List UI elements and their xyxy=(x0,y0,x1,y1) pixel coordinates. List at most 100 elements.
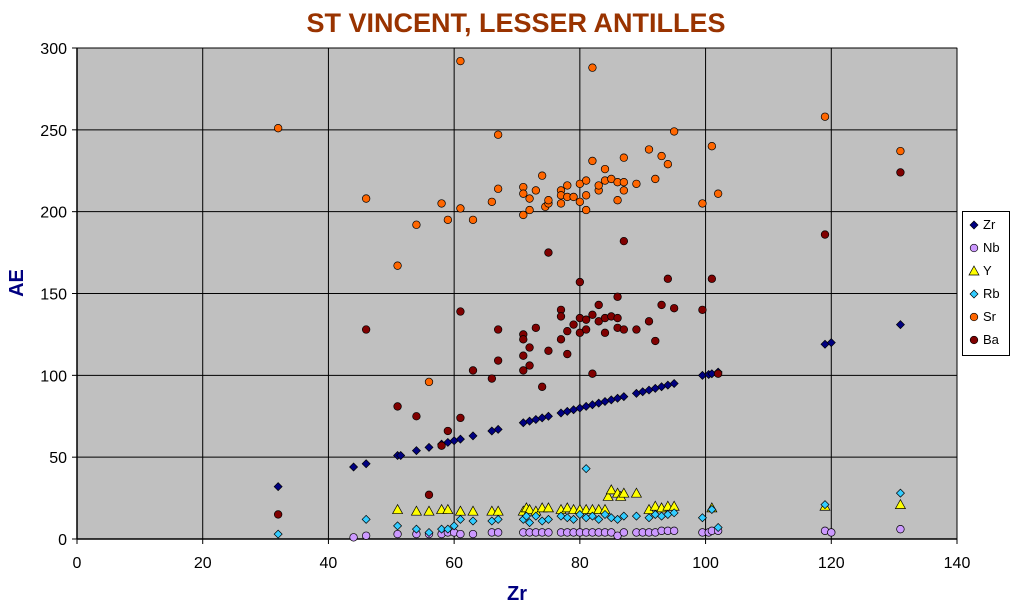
legend-item-zr: Zr xyxy=(963,216,1009,234)
sr-point xyxy=(273,124,283,133)
sr-point xyxy=(663,160,673,169)
legend-symbol xyxy=(969,289,979,299)
rb-point xyxy=(411,524,421,534)
x-tick-label: 0 xyxy=(73,555,82,572)
y-point xyxy=(605,484,617,495)
rb-point xyxy=(594,514,604,524)
sr-point xyxy=(493,184,503,193)
rb-point xyxy=(613,514,623,524)
legend-marker-circle xyxy=(969,335,979,345)
ba-point xyxy=(468,366,478,375)
rb-point xyxy=(631,511,641,521)
y-point xyxy=(442,503,454,514)
rb-point xyxy=(393,521,403,531)
rb-point xyxy=(273,529,283,539)
ba-point xyxy=(657,300,666,310)
rb-point xyxy=(713,523,723,533)
ba-point xyxy=(563,326,572,336)
zr-point xyxy=(493,424,503,434)
ba-point xyxy=(669,304,679,313)
ba-point xyxy=(563,349,572,359)
nb-point xyxy=(456,529,465,539)
nb-point xyxy=(361,531,371,540)
ba-point xyxy=(412,412,421,421)
sr-point xyxy=(581,205,591,215)
ba-point xyxy=(544,248,553,257)
x-tick-label: 20 xyxy=(194,555,212,572)
series-rb xyxy=(273,464,905,539)
series-zr xyxy=(273,320,905,492)
zr-point xyxy=(895,320,905,330)
sr-point xyxy=(619,186,629,195)
ba-point xyxy=(525,343,534,352)
sr-point xyxy=(393,261,402,270)
ba-point xyxy=(588,369,597,378)
zr-point xyxy=(424,442,434,452)
legend-symbol xyxy=(968,265,980,276)
ba-point xyxy=(581,325,591,334)
sr-point xyxy=(487,197,497,206)
y-point xyxy=(523,503,536,514)
grid-lines xyxy=(76,47,958,540)
zr-point xyxy=(455,434,465,444)
rb-point xyxy=(493,514,503,524)
sr-point xyxy=(531,186,541,195)
sr-point xyxy=(713,189,723,198)
ba-point xyxy=(619,236,629,246)
nb-point xyxy=(669,526,679,535)
rb-point xyxy=(543,514,553,524)
legend-item-rb: Rb xyxy=(963,285,1009,303)
rb-point xyxy=(562,513,572,523)
zr-point xyxy=(543,411,553,421)
ba-point xyxy=(519,351,528,360)
y-point xyxy=(602,490,614,501)
y-tick-label: 50 xyxy=(49,450,67,467)
sr-point xyxy=(896,146,905,156)
legend-symbol xyxy=(969,220,979,230)
rb-point xyxy=(644,513,654,523)
y-axis-title: AE xyxy=(6,269,28,297)
sr-point xyxy=(581,176,591,185)
sr-point xyxy=(424,377,434,387)
sr-point xyxy=(581,191,591,200)
ba-point xyxy=(531,323,541,333)
ba-point xyxy=(663,274,673,283)
legend-label: Rb xyxy=(983,286,1000,301)
axes xyxy=(72,47,958,544)
y-point xyxy=(423,505,435,516)
ba-point xyxy=(493,356,503,365)
y-point xyxy=(467,505,479,516)
ba-point xyxy=(707,274,717,283)
y-tick-label: 100 xyxy=(40,368,67,385)
x-axis-title: Zr xyxy=(507,583,527,605)
sr-point xyxy=(613,196,622,205)
ba-point xyxy=(644,317,654,326)
sr-point xyxy=(632,179,641,188)
sr-point xyxy=(644,145,654,154)
nb-point xyxy=(393,529,402,539)
sr-point xyxy=(563,181,572,190)
ba-point xyxy=(519,366,528,375)
zr-point xyxy=(349,462,359,472)
nb-point xyxy=(544,528,553,537)
y-point xyxy=(410,505,423,516)
y-point xyxy=(542,502,555,513)
ba-point xyxy=(569,320,578,329)
sr-point xyxy=(575,197,585,206)
zr-point xyxy=(411,446,421,456)
rb-point xyxy=(424,527,434,537)
ba-point xyxy=(556,312,566,321)
sr-point xyxy=(669,127,679,136)
legend-symbol xyxy=(969,243,979,253)
nb-point xyxy=(827,528,836,537)
x-tick-label: 80 xyxy=(571,555,589,572)
sr-point xyxy=(437,199,446,208)
y-tick-label: 200 xyxy=(40,205,67,222)
y-point xyxy=(391,503,404,514)
ba-point xyxy=(588,310,597,319)
ba-point xyxy=(273,510,283,519)
legend-item-sr: Sr xyxy=(963,308,1009,326)
sr-point xyxy=(456,204,465,213)
y-tick-label: 0 xyxy=(58,532,67,549)
